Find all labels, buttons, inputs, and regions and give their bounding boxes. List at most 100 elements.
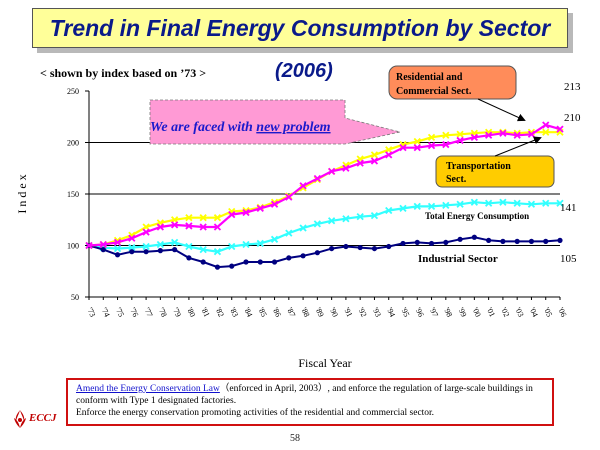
point-total — [499, 198, 507, 206]
point-total — [527, 200, 536, 208]
x-tick-label: '88 — [299, 306, 311, 318]
point-transportation — [213, 214, 222, 222]
point-residential — [299, 182, 307, 190]
point-transportation — [442, 131, 450, 139]
label-total: Total Energy Consumption — [425, 211, 529, 221]
series-transportation — [85, 128, 564, 250]
x-tick-label: '77 — [142, 306, 154, 318]
callout-transport-arrow — [494, 136, 542, 157]
point-residential — [513, 131, 521, 139]
callout-transport-line2: Sect. — [446, 174, 467, 185]
x-tick-label: '82 — [214, 306, 226, 318]
point-total — [256, 239, 264, 248]
point-residential — [556, 125, 564, 133]
point-industrial — [214, 264, 221, 270]
point-industrial — [157, 248, 163, 254]
x-tick-label: '78 — [157, 306, 169, 318]
point-industrial — [143, 249, 149, 255]
series-line-total — [88, 201, 560, 253]
x-tick-label: '85 — [256, 306, 268, 318]
point-industrial — [557, 237, 563, 243]
point-residential — [442, 140, 450, 149]
point-industrial — [543, 238, 549, 244]
x-tick-label: '94 — [385, 306, 397, 318]
point-residential — [113, 238, 122, 247]
point-industrial — [129, 249, 135, 255]
x-tick-label: '02 — [499, 306, 511, 318]
end-label-total: 141 — [560, 202, 577, 214]
point-industrial — [243, 259, 249, 265]
point-residential — [527, 130, 536, 138]
x-tick-label: '97 — [428, 306, 440, 318]
x-tick-label: '89 — [314, 306, 326, 318]
point-total — [142, 242, 150, 251]
x-tick-label: '80 — [185, 306, 197, 318]
x-tick-label: '79 — [171, 306, 183, 318]
point-total — [170, 238, 179, 247]
callout-residential-line2: Commercial Sect. — [396, 86, 472, 97]
point-industrial — [314, 250, 320, 256]
point-total — [228, 242, 236, 251]
point-residential — [413, 144, 421, 152]
point-residential — [156, 223, 165, 231]
point-residential — [270, 200, 279, 208]
x-tick-label: '04 — [528, 306, 540, 318]
point-residential — [213, 223, 222, 231]
point-total — [399, 204, 407, 213]
point-total — [199, 245, 207, 254]
point-residential — [470, 133, 479, 141]
point-transportation — [185, 214, 193, 222]
point-industrial — [471, 234, 477, 240]
point-residential — [142, 228, 150, 236]
x-tick-label: '87 — [285, 306, 297, 318]
point-total — [413, 202, 421, 210]
point-residential — [285, 193, 293, 201]
point-residential — [427, 141, 436, 150]
point-total — [456, 200, 464, 208]
x-tick-label: '96 — [413, 306, 425, 318]
x-tick-label: '92 — [356, 306, 368, 318]
point-industrial — [200, 259, 206, 265]
point-industrial — [371, 245, 378, 252]
point-transportation — [370, 151, 379, 159]
point-residential — [85, 241, 93, 250]
chart-subtitle: < shown by index based on ’73 > — [40, 66, 207, 80]
notes-link[interactable]: Amend the Energy Conservation Law — [76, 384, 220, 394]
point-total — [542, 199, 550, 207]
line-chart: 50100150200250'73'74'75'76'77'78'79'80'8… — [15, 65, 581, 370]
point-total — [242, 240, 250, 249]
y-tick-label: 150 — [67, 190, 79, 199]
x-tick-label: '76 — [128, 306, 140, 318]
x-tick-label: '95 — [399, 306, 411, 318]
point-industrial — [486, 237, 492, 243]
point-total — [285, 229, 293, 237]
callout-residential-box — [388, 65, 517, 100]
point-residential — [128, 234, 136, 242]
page-number: 58 — [290, 433, 300, 444]
point-total — [356, 213, 364, 221]
point-industrial — [186, 255, 192, 261]
point-industrial — [300, 253, 306, 259]
series-line-residential — [88, 123, 561, 247]
x-tick-label: '05 — [542, 306, 554, 318]
x-axis-title: Fiscal Year — [298, 356, 351, 370]
point-industrial — [443, 239, 449, 246]
x-tick-label: '75 — [114, 306, 126, 318]
point-residential — [242, 208, 250, 217]
notes-line1: （enforced in April, 2003）, and enforce t… — [76, 384, 533, 406]
point-residential — [170, 221, 179, 229]
point-industrial — [172, 247, 178, 253]
point-total — [442, 201, 450, 209]
callout-residential-arrow — [477, 98, 526, 122]
x-tick-label: '01 — [485, 306, 497, 318]
point-industrial — [400, 240, 406, 247]
point-residential — [499, 129, 507, 137]
point-total — [327, 217, 336, 225]
series-line-industrial — [88, 236, 561, 269]
point-total — [313, 220, 322, 228]
x-tick-label: '74 — [99, 306, 111, 318]
point-industrial — [329, 245, 335, 252]
x-tick-label: '86 — [271, 306, 283, 318]
x-tick-label: '93 — [371, 306, 383, 318]
point-total — [427, 202, 436, 210]
